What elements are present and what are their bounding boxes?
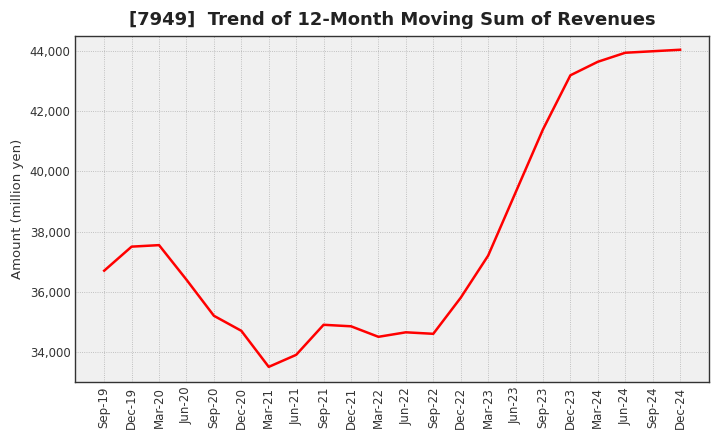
Y-axis label: Amount (million yen): Amount (million yen) [11, 139, 24, 279]
Title: [7949]  Trend of 12-Month Moving Sum of Revenues: [7949] Trend of 12-Month Moving Sum of R… [129, 11, 655, 29]
